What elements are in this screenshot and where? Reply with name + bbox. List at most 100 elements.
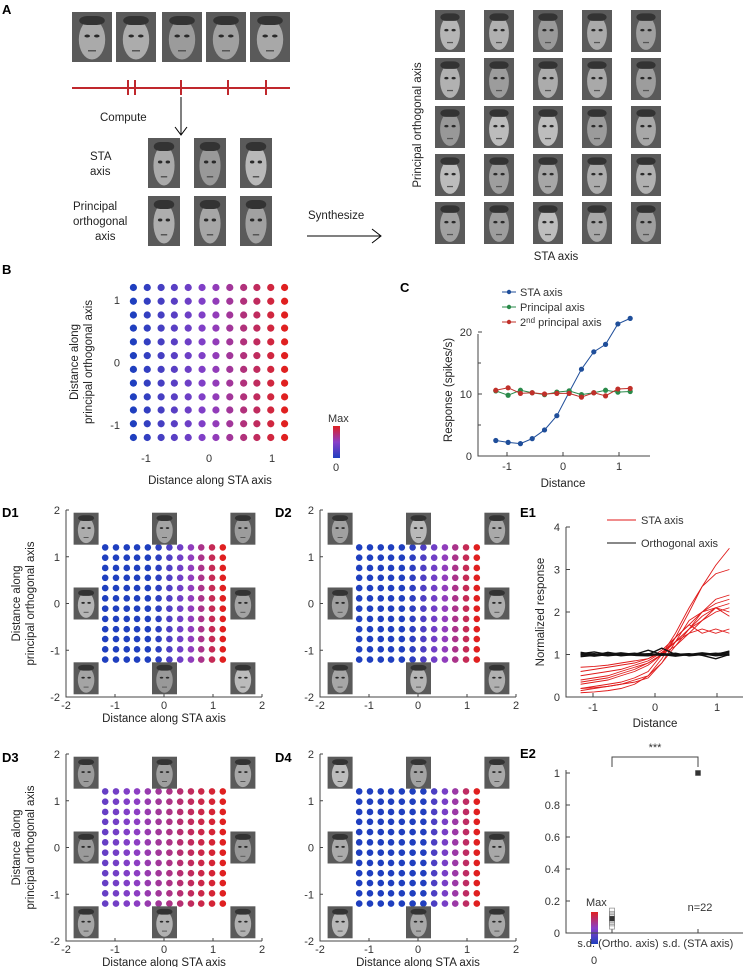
grid-dot	[355, 849, 363, 856]
grid-dot	[473, 828, 481, 836]
grid-dot	[157, 379, 165, 387]
face-mouth	[494, 537, 500, 538]
grid-dot	[409, 788, 416, 795]
grid-dot	[123, 646, 131, 653]
grid-dot	[451, 554, 459, 561]
grid-dot	[267, 283, 275, 292]
grid-dot	[197, 788, 205, 795]
face-eye	[341, 771, 345, 774]
grid-dot	[267, 352, 275, 360]
grid-dot	[420, 564, 427, 572]
face-eye	[640, 124, 645, 128]
grid-dot	[155, 839, 162, 846]
x-tick-label: -1	[110, 700, 120, 712]
face-mouth	[162, 781, 167, 782]
face-image	[406, 512, 431, 545]
face-hair	[234, 834, 251, 840]
face-eye	[492, 845, 496, 848]
grid-dot	[366, 635, 374, 643]
face-eye	[500, 124, 505, 128]
face-eye	[238, 920, 242, 923]
face-mouth	[83, 930, 89, 932]
face-mouth	[594, 89, 600, 92]
face-hair	[410, 908, 427, 915]
face-eye	[451, 76, 456, 80]
face-eye	[81, 920, 85, 923]
grid-dot	[409, 859, 416, 867]
face-eye	[591, 124, 596, 128]
grid-x-label: STA axis	[534, 251, 579, 263]
face-eye	[413, 771, 418, 774]
face-eye	[640, 172, 645, 176]
grid-dot	[187, 605, 195, 612]
grid-dot	[133, 625, 141, 633]
grid-dot	[219, 828, 227, 836]
face-mouth	[337, 686, 343, 688]
grid-dot	[355, 595, 363, 602]
grid-dot	[166, 625, 173, 633]
face-hair	[199, 142, 221, 151]
grid-dot	[240, 297, 248, 305]
face-eye	[87, 920, 91, 923]
sta-axis-label: STA	[90, 151, 112, 163]
grid-dot	[166, 646, 173, 653]
grid-dot	[197, 839, 205, 846]
grid-dot	[155, 788, 162, 795]
grid-dot	[355, 584, 363, 592]
face-mouth	[83, 537, 89, 538]
grid-dot	[240, 379, 248, 387]
face-mouth	[594, 41, 600, 44]
face-image	[327, 906, 353, 939]
face-eye	[493, 28, 498, 32]
grid-dot	[208, 584, 216, 592]
grid-dot	[133, 900, 141, 907]
face-skin	[410, 667, 427, 693]
grid-dot	[462, 900, 470, 907]
grid-dot	[387, 849, 395, 856]
grid-dot	[398, 900, 406, 907]
face-hair	[636, 157, 656, 165]
face-eye	[493, 76, 498, 80]
trace-line	[580, 569, 730, 689]
grid-dot	[451, 625, 459, 633]
grid-dot	[155, 818, 162, 826]
face-eye	[165, 771, 170, 774]
grid-dot	[377, 564, 385, 572]
grid-dot	[170, 352, 178, 360]
x-tick-label: -1	[141, 453, 151, 465]
face-eye	[238, 527, 242, 530]
grid-dot	[219, 615, 227, 623]
data-point	[493, 437, 499, 444]
face-mouth	[337, 855, 343, 857]
grid-dot	[366, 859, 374, 867]
grid-dot	[133, 859, 141, 867]
grid-dot	[253, 324, 261, 332]
face-eye	[244, 601, 248, 604]
grid-dot	[441, 635, 449, 643]
grid-dot	[166, 574, 173, 582]
grid-dot	[101, 879, 109, 887]
grid-dot	[101, 544, 109, 551]
grid-dot	[123, 849, 131, 856]
grid-dot	[355, 635, 363, 643]
grid-dot	[451, 635, 459, 643]
grid-dot	[366, 625, 374, 633]
face-image	[484, 512, 510, 545]
face-eye	[451, 28, 456, 32]
face-skin	[199, 203, 221, 244]
face-eye	[335, 676, 339, 679]
grid-dot	[112, 818, 120, 826]
grid-dot	[144, 584, 152, 592]
grid-dot	[197, 808, 205, 816]
face-hair	[78, 515, 95, 522]
grid-dot	[441, 879, 449, 887]
legend-label: 2nd principal axis	[520, 316, 602, 329]
face-eye	[211, 160, 217, 164]
data-point	[505, 385, 511, 391]
grid-dot	[473, 869, 481, 877]
face-hair	[410, 515, 427, 522]
face-eye	[640, 76, 645, 80]
face-image	[230, 906, 256, 939]
face-skin	[331, 667, 349, 693]
grid-dot	[451, 798, 459, 805]
